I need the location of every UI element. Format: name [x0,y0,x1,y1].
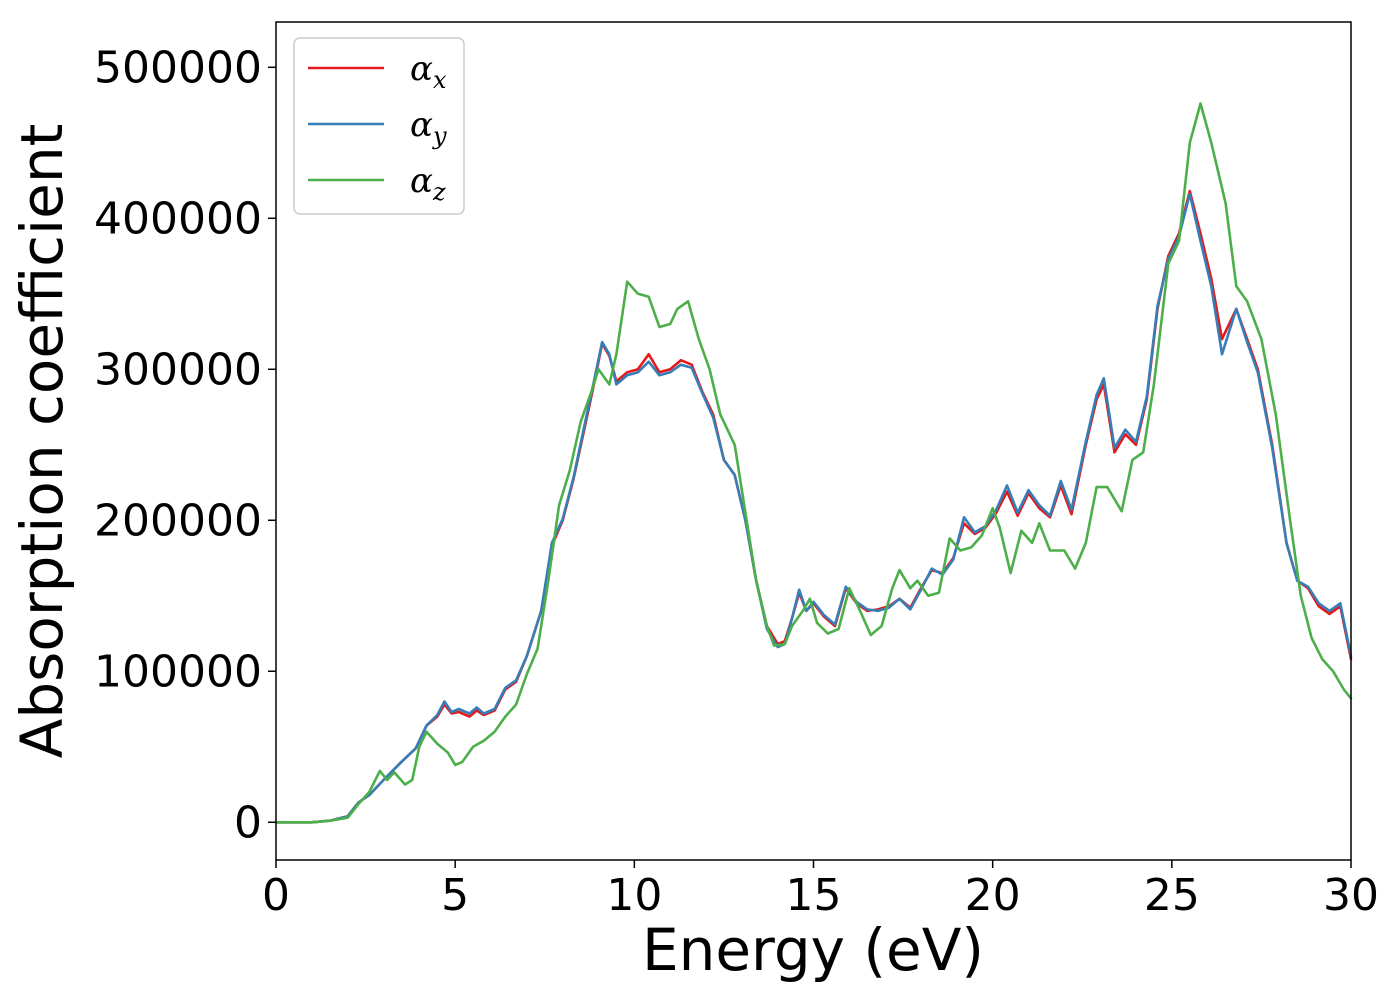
series-line-z [274,102,1353,824]
x-tick-label: 5 [441,870,469,921]
x-tick-label: 25 [1144,870,1200,921]
series-layer [274,102,1353,824]
x-axis-title: Energy (eV) [642,916,984,984]
series-line-y [274,192,1353,824]
legend-label-z: αz [410,161,446,206]
y-tick-label: 500000 [94,42,262,93]
y-tick-label: 400000 [94,193,262,244]
x-tick-label: 20 [965,870,1021,921]
y-tick-label: 0 [234,797,262,848]
x-tick-label: 0 [262,870,290,921]
x-tick-label: 30 [1323,870,1379,921]
y-tick-label: 100000 [94,646,262,697]
legend-frame [293,37,465,215]
ticks-layer: 0 5 10 15 20 25 30 0 100000 200000 300000 400000 500… [94,42,1379,921]
y-axis-title: Absorption coefficient [8,124,76,759]
legend: αx αy αz [293,37,465,215]
y-tick-label: 300000 [94,344,262,395]
y-tick-label: 200000 [94,495,262,546]
x-tick-label: 15 [786,870,842,921]
series-line-x [274,189,1353,824]
x-tick-label: 10 [606,870,662,921]
legend-label-x: αx [410,49,447,94]
legend-label-y: αy [410,105,447,150]
